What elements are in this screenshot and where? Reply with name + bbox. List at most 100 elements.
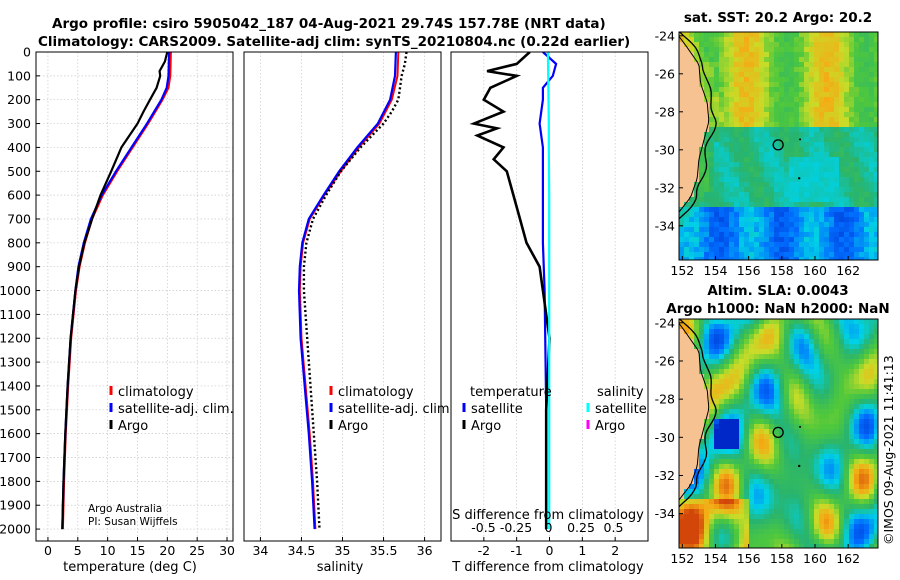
- sla-map-frame: [678, 318, 879, 549]
- sla-map-float-marker: [772, 426, 784, 439]
- depth-tick-label: 1800: [0, 474, 31, 489]
- temperature-profile-xtick-label: 15: [130, 543, 146, 558]
- salinity-profile-xtick-label: 36: [417, 543, 433, 558]
- salinity-profile-plot-area: [244, 52, 441, 541]
- temp-legend-climatology-label: climatology: [118, 385, 194, 400]
- temperature-profile-frame: [35, 51, 234, 542]
- difference-profile-xtick-label: -2: [478, 543, 490, 558]
- figure-title-line1: Argo profile: csiro 5905042_187 04-Aug-2…: [52, 16, 606, 32]
- sla-map-xtick-label: 154: [704, 551, 728, 566]
- temperature-profile-xtick-label: 5: [74, 543, 82, 558]
- depth-tick-label: 1400: [0, 378, 31, 393]
- salinity-diff-tick-label: 0.25: [567, 520, 595, 535]
- depth-tick-label: 200: [7, 92, 31, 107]
- sst-map-ytick-label: -32: [655, 180, 675, 195]
- difference-profile-xtick-label: 2: [611, 543, 619, 558]
- difference-profile-line-temperature-argo: [469, 52, 551, 530]
- sla-map-field: [679, 319, 878, 548]
- salinity-diff-tick-label: -0.25: [500, 520, 532, 535]
- sla-map-title-line1: Altim. SLA: 0.0043: [707, 283, 848, 299]
- difference-panel: -2 -1 0 1 2 -0.5 -0.25 0 0.25 0.5 temperature salin…: [450, 51, 649, 558]
- temperature-profile-series-group: [61, 52, 172, 530]
- depth-tick-label: 0: [23, 45, 31, 60]
- difference-profile-xtick-label: 0: [546, 543, 554, 558]
- depth-tick-label: 400: [7, 140, 31, 155]
- temperature-profile-plot-area: [36, 52, 233, 541]
- diff-legend-header-salinity: salinity: [597, 385, 644, 400]
- depth-tick-label: 700: [7, 211, 31, 226]
- depth-tick-label: 1300: [0, 355, 31, 370]
- sal-legend-argo-label: Argo: [338, 419, 368, 434]
- sla-map-ytick-label: -24: [655, 315, 675, 330]
- depth-tick-label: 1100: [0, 307, 31, 322]
- sst-map-island: [798, 177, 801, 180]
- depth-tick-label: 800: [7, 235, 31, 250]
- diff-legend-temp-satellite-label: satellite: [471, 402, 523, 417]
- sst-map-coastline: [679, 35, 710, 213]
- sst-map-xtick-label: 152: [670, 263, 694, 278]
- salinity-profile-line-argo: [302, 52, 408, 530]
- temperature-profile-line-argo: [61, 52, 169, 530]
- sla-map-xtick-label: 162: [836, 551, 860, 566]
- sal-legend-climatology-label: climatology: [338, 385, 414, 400]
- sst-map-xtick-label: 162: [836, 263, 860, 278]
- temperature-profile-xtick-label: 20: [159, 543, 175, 558]
- difference-profile-series-group: [469, 52, 558, 530]
- depth-tick-label: 600: [7, 188, 31, 203]
- salinity-profile-series-group: [297, 52, 408, 530]
- sla-map-title-line2: Argo h1000: NaN h2000: NaN: [666, 301, 889, 317]
- depth-tick-label: 100: [7, 68, 31, 83]
- sla-map-xtick-label: 156: [737, 551, 761, 566]
- sla-map-xtick-label: 158: [770, 551, 794, 566]
- difference-profile-line-salinity-satellite: [546, 52, 551, 530]
- sla-map-ytick-label: -34: [655, 506, 675, 521]
- salinity-panel: 34 34.5 35 35.5 36 climatology satellite-adj. …: [243, 51, 454, 558]
- diff-legend-sal-argo-label: Argo: [595, 419, 625, 434]
- depth-tick-label: 1200: [0, 331, 31, 346]
- sla-map-xtick-label: 160: [803, 551, 827, 566]
- sst-map-field: [679, 32, 878, 260]
- sst-map-ytick-label: -30: [655, 142, 675, 157]
- temp-legend-satellite-label: satellite-adj. clim.: [118, 402, 234, 417]
- temperature-profile-xtick-label: 0: [44, 543, 52, 558]
- sst-map-ytick-label: -28: [655, 104, 675, 119]
- sla-map-panel: 152 154 156 158 160 162 -24 -26 -28 -30 -32 -34: [655, 315, 879, 566]
- depth-tick-label: 2000: [0, 522, 31, 537]
- depth-tick-label: 1600: [0, 426, 31, 441]
- sst-map-island: [799, 138, 802, 141]
- temperature-profile-xtick-label: 10: [100, 543, 116, 558]
- difference-profile-xtick-label: -1: [510, 543, 522, 558]
- temperature-profile-xtick-label: 25: [189, 543, 205, 558]
- diff-legend-sal-satellite-label: satellite: [595, 402, 647, 417]
- salinity-profile-xtick-label: 34.5: [288, 543, 316, 558]
- sla-map-ytick-label: -26: [655, 353, 675, 368]
- sst-map-ytick-label: -34: [655, 218, 675, 233]
- diff-legend-header-temperature: temperature: [470, 385, 552, 400]
- sst-map-panel: 152 154 156 158 160 162 -24 -26 -28 -30 -32 -34: [655, 28, 879, 278]
- salinity-profile-xtick-label: 35: [335, 543, 351, 558]
- sla-map-island: [799, 425, 802, 428]
- sla-map-ytick-label: -30: [655, 430, 675, 445]
- temperature-xlabel: temperature (deg C): [63, 560, 197, 575]
- sla-map-ytick-label: -32: [655, 468, 675, 483]
- salinity-diff-tick-label: -0.5: [471, 520, 495, 535]
- difference-profile-xtick-label: 1: [578, 543, 586, 558]
- sla-map-xtick-label: 152: [670, 551, 694, 566]
- sst-map-xtick-label: 160: [803, 263, 827, 278]
- credit-line2: PI: Susan Wijffels: [88, 516, 178, 528]
- depth-tick-label: 1700: [0, 450, 31, 465]
- sla-map-coastline: [679, 322, 710, 501]
- depth-tick-label: 300: [7, 116, 31, 131]
- figure-title-line2: Climatology: CARS2009. Satellite-adj cli…: [38, 34, 630, 50]
- diff-legend-temp-argo-label: Argo: [471, 419, 501, 434]
- salinity-diff-tick-label: 0.5: [604, 520, 624, 535]
- temp-legend-argo-label: Argo: [118, 419, 148, 434]
- sst-map-xtick-label: 158: [770, 263, 794, 278]
- temperature-profile-xtick-label: 30: [219, 543, 235, 558]
- temperature-panel: 0 5 10 15 20 25 300100200300400500600700800900…: [0, 45, 235, 559]
- sla-map-ytick-label: -28: [655, 392, 675, 407]
- depth-tick-label: 900: [7, 259, 31, 274]
- sst-map-ytick-label: -24: [655, 28, 675, 43]
- sst-map-xtick-label: 156: [737, 263, 761, 278]
